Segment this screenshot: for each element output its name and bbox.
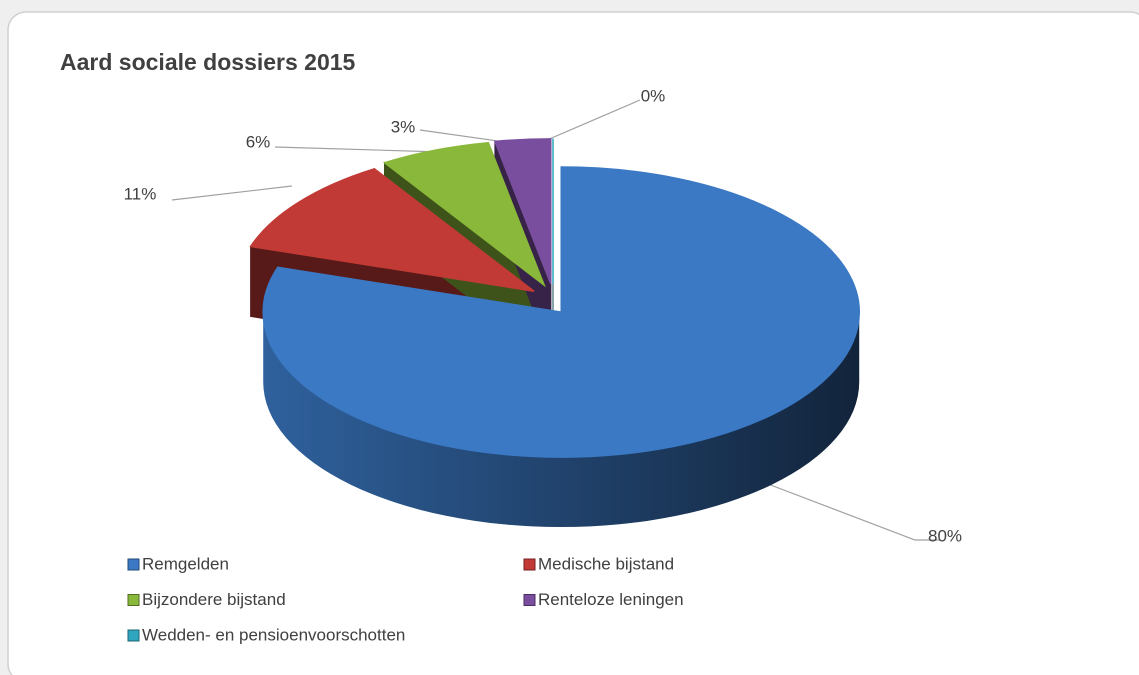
leader-line [539,99,641,144]
data-label: 3% [391,117,416,136]
legend-label: Medische bijstand [538,554,674,573]
legend-marker [127,558,140,571]
slice [249,167,535,292]
legend-marker [523,558,536,571]
legend-label: Wedden- en pensioenvoorschotten [142,625,405,644]
legend-marker [127,594,140,606]
slice [262,166,860,458]
legend-label: Renteloze leningen [538,590,684,609]
slice [382,141,546,288]
legend-label: Remgelden [142,554,229,573]
legend-marker [523,594,536,606]
leader-line [274,146,443,153]
legend-label: Bijzondere bijstand [142,590,286,609]
slice-wall [263,312,860,528]
data-label: 11% [124,184,157,203]
leader-line [171,185,293,201]
leader-line [767,483,940,541]
chart-title: Aard sociale dossiers 2015 [60,49,356,75]
data-label: 0% [641,86,666,105]
legend-marker [127,629,140,642]
data-label: 80% [928,526,962,545]
data-label: 6% [246,132,271,151]
slice [493,138,552,285]
